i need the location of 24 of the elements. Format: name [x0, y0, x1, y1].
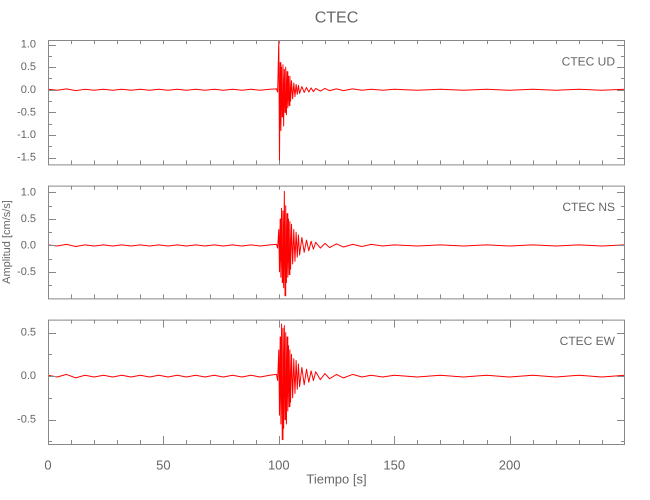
y-tick-label: -0.5 [17, 106, 36, 118]
y-tick-label: 0.5 [20, 326, 36, 339]
annotation: CTEC EW [560, 334, 616, 348]
x-tick-label: 100 [268, 457, 290, 472]
x-tick-label: 150 [383, 457, 406, 472]
x-axis-title: Tiempo [s] [306, 472, 367, 487]
y-tick-label: -1.0 [17, 129, 36, 142]
annotation: CTEC UD [562, 54, 616, 68]
y-tick-label: -1.5 [17, 152, 36, 164]
y-axis-title: Amplitud [cm/s/s] [1, 200, 14, 284]
y-tick-label: 0.5 [20, 212, 36, 225]
chart-title: CTEC [314, 9, 358, 26]
y-tick-label: 0.0 [20, 370, 36, 382]
annotation: CTEC NS [562, 200, 615, 214]
y-tick-label: 0.0 [20, 239, 36, 252]
x-tick-label: 50 [156, 457, 171, 472]
y-tick-label: 0.0 [20, 84, 36, 96]
y-tick-label: -0.5 [17, 266, 36, 278]
y-tick-label: -0.5 [17, 414, 36, 426]
y-tick-label: 1.0 [20, 38, 36, 51]
y-tick-label: 0.5 [20, 61, 36, 74]
x-tick-label: 0 [44, 457, 52, 472]
y-tick-label: 1.0 [20, 186, 36, 199]
x-tick-label: 200 [498, 457, 520, 472]
